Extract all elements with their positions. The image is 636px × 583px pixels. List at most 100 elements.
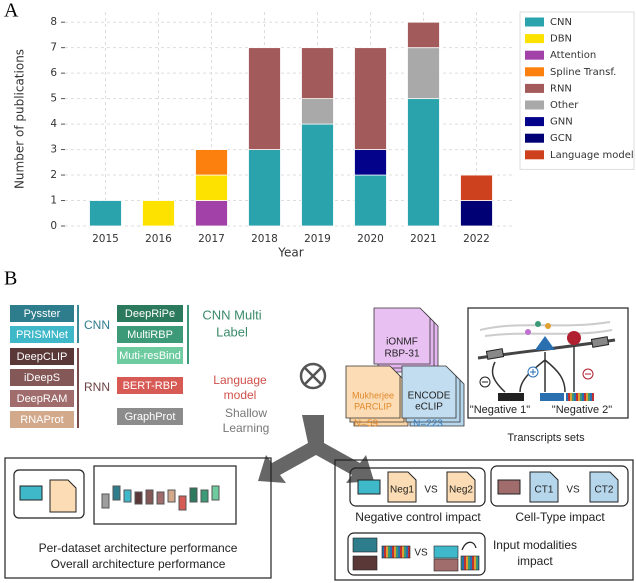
dataset-count: N=59	[354, 419, 379, 430]
model-icon	[357, 479, 381, 495]
modality-icons	[352, 537, 480, 572]
model-box	[10, 348, 74, 365]
y-tick-label: 1	[50, 195, 57, 207]
dataset-name: ENCODE	[408, 391, 451, 402]
x-tick-label: 2019	[304, 233, 331, 245]
model-icon	[19, 485, 43, 501]
model-name: DeepRiPe	[125, 308, 175, 320]
group-label: Label	[216, 324, 248, 339]
legend-label: GNN	[550, 117, 573, 128]
legend-label: Spline Transf.	[550, 67, 616, 78]
legend-swatch	[525, 100, 544, 110]
model-name: GraphProt	[125, 411, 176, 423]
output-box	[334, 459, 634, 581]
transcripts-illustration	[477, 321, 616, 401]
icon-box	[13, 469, 85, 519]
y-tick-label: 7	[50, 42, 57, 54]
legend-label: GCN	[550, 133, 572, 144]
model-name: DeepRAM	[17, 393, 68, 405]
vs-label: VS	[566, 485, 580, 496]
bar-segment	[142, 200, 175, 227]
model-name: PRISMNet	[16, 329, 68, 341]
bar-segment	[89, 200, 122, 227]
output-caption: Cell-Type impact	[515, 510, 605, 524]
model-name: RNAProt	[20, 414, 63, 426]
bar-segment	[301, 98, 334, 125]
boxplot-illustration	[101, 485, 220, 511]
x-tick-label: 2020	[357, 233, 384, 245]
output-caption: Negative control impact	[355, 510, 481, 524]
model-box	[10, 411, 74, 428]
legend-label: Language model	[550, 150, 634, 161]
model-name: BERT-RBP	[123, 380, 178, 392]
x-tick-label: 2018	[251, 233, 278, 245]
bar-segment	[248, 47, 281, 150]
dataset-name: PARCLIP	[354, 401, 392, 411]
legend-swatch	[525, 67, 544, 77]
bar-segment	[301, 47, 334, 100]
model-name: iDeepS	[24, 372, 60, 384]
legend-label: CNN	[550, 17, 572, 28]
model-box	[10, 390, 74, 407]
document-stack	[345, 365, 409, 427]
y-tick-label: 4	[50, 118, 57, 130]
model-box	[117, 377, 183, 394]
transcripts-caption: Transcripts sets	[507, 432, 585, 444]
transcripts-box	[467, 307, 629, 419]
dataset-icon	[49, 479, 77, 513]
y-axis-label: Number of publications	[13, 49, 27, 189]
legend-swatch	[525, 34, 544, 44]
split-arrow	[258, 415, 374, 483]
document-stack	[373, 307, 439, 373]
legend-label: DBN	[550, 34, 572, 45]
icon-label: CT1	[535, 485, 554, 496]
legend-swatch	[525, 17, 544, 27]
legend-swatch	[525, 50, 544, 60]
dataset-count: N=223	[413, 419, 443, 430]
icon-label: Neg1	[390, 485, 414, 496]
legend-swatch	[525, 83, 544, 93]
y-tick-label: 8	[50, 16, 57, 28]
legend-swatch	[525, 117, 544, 127]
icon-box	[349, 467, 486, 507]
model-name: DeepCLIP	[17, 351, 68, 363]
x-axis-label: Year	[277, 246, 303, 260]
output-caption: Input modalities	[493, 538, 577, 552]
output-box	[4, 457, 272, 579]
x-tick-label: 2015	[92, 233, 119, 245]
diagram: Pysster PRISMNet DeepCLIP iDeepS DeepRAM…	[4, 305, 634, 581]
group-label: Learning	[223, 421, 270, 435]
bar-segment	[407, 47, 440, 100]
bar-segment	[460, 174, 493, 201]
dataset-icon	[529, 471, 559, 503]
panel-label: B	[4, 268, 17, 290]
model-box	[10, 305, 74, 322]
vs-label: VS	[414, 548, 428, 559]
icon-box	[490, 465, 629, 507]
vs-label: VS	[424, 485, 438, 496]
bar-segment	[354, 174, 387, 227]
bar-segment	[407, 21, 440, 49]
group-label: Language	[213, 373, 267, 387]
x-tick-label: 2021	[410, 233, 437, 245]
x-tick-label: 2022	[463, 233, 490, 245]
model-name: Pysster	[24, 308, 61, 320]
legend-label: Attention	[550, 50, 596, 61]
model-box	[10, 326, 74, 343]
dataset-name: iONMF	[386, 337, 418, 348]
group-label: RNN	[84, 380, 110, 394]
y-tick-label: 3	[50, 144, 57, 156]
bar-segment	[195, 174, 228, 201]
bar-segment	[195, 149, 228, 176]
group-label: model	[224, 388, 257, 402]
icon-label: Neg2	[449, 485, 473, 496]
dataset-icon	[589, 471, 619, 503]
dataset-name: RBP-31	[384, 349, 419, 360]
bar-segment	[195, 200, 228, 227]
icon-box	[347, 532, 486, 576]
negative-label: "Negative 1"	[470, 404, 530, 416]
model-name: Muti-resBind	[119, 350, 181, 362]
output-caption: Overall architecture performance	[51, 557, 226, 571]
model-box	[10, 369, 74, 386]
